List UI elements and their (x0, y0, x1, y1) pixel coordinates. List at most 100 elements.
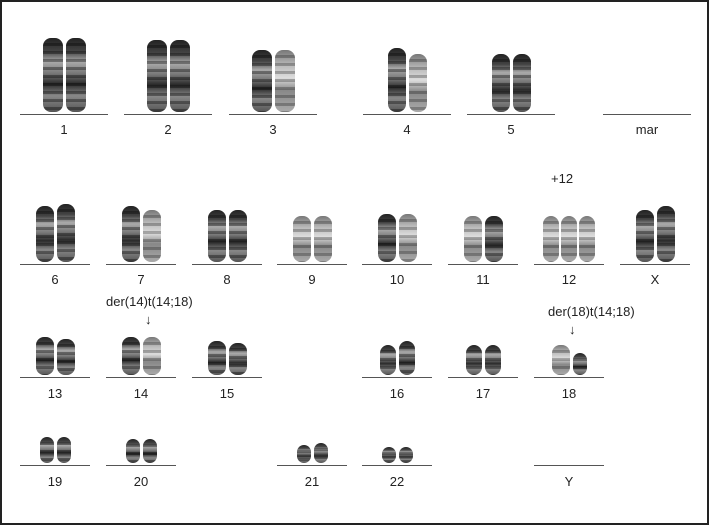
chromosome-pair-11-image (448, 216, 518, 262)
label-21: 21 (304, 474, 320, 489)
label-14: 14 (133, 386, 149, 401)
label-5: 5 (507, 122, 515, 137)
chromosome-pair-15-image (192, 341, 262, 375)
label-17: 17 (475, 386, 491, 401)
chromosome-20a (125, 439, 140, 463)
label-16: 16 (389, 386, 405, 401)
label-mar: mar (635, 122, 659, 137)
chromosome-pair-5-image (467, 54, 555, 112)
chromosome-10a (377, 214, 396, 262)
chromosome-16b (398, 341, 415, 375)
chromosome-pair-4-image (363, 48, 451, 112)
baseline-mar (603, 114, 691, 115)
chromosome-pair-16: 16 (362, 332, 432, 401)
label-13: 13 (47, 386, 63, 401)
baseline-19 (20, 465, 90, 466)
chromosome-pair-4: 4 (363, 30, 451, 137)
chromosome-pair-3: 3 (229, 30, 317, 137)
chromosome-Y-slot: Y (534, 432, 604, 489)
chromosome-8b (228, 210, 247, 262)
chromosome-pair-1: 1 (20, 30, 108, 137)
chromosome-pair-22-image (362, 447, 432, 463)
chromosome-6a (35, 206, 54, 262)
baseline-3 (229, 114, 317, 115)
baseline-7 (106, 264, 176, 265)
chromosome-19a (39, 437, 54, 463)
baseline-2 (124, 114, 212, 115)
chromosome-16a (379, 345, 396, 375)
der14-arrow-icon: ↓ (145, 312, 152, 327)
chromosome-pair-8-image (192, 210, 262, 262)
chromosome-2a (146, 40, 167, 112)
baseline-10 (362, 264, 432, 265)
label-11: 11 (476, 272, 490, 287)
chromosome-2b (169, 40, 190, 112)
chromosome-12b (561, 216, 577, 262)
chromosome-pair-2: 2 (124, 30, 212, 137)
chromosome-14a (121, 337, 140, 375)
baseline-16 (362, 377, 432, 378)
chromosome-pair-1-image (20, 38, 108, 112)
chromosome-pair-X-image (620, 206, 690, 262)
chromosome-4a (387, 48, 406, 112)
chromosome-pair-7: 7 (106, 202, 176, 287)
chromosome-pair-6: 6 (20, 202, 90, 287)
chromosome-18b-derivative (572, 353, 587, 375)
chromosome-11a (463, 216, 482, 262)
chromosome-7b (142, 210, 161, 262)
baseline-Y (534, 465, 604, 466)
der18-arrow-icon: ↓ (569, 322, 576, 337)
der18-annotation: der(18)t(14;18) (548, 304, 635, 319)
chromosome-pair-19-image (20, 437, 90, 463)
label-10: 10 (389, 272, 405, 287)
chromosome-18a (551, 345, 570, 375)
chromosome-5a (491, 54, 510, 112)
baseline-11 (448, 264, 518, 265)
label-18: 18 (561, 386, 577, 401)
baseline-X (620, 264, 690, 265)
chromosome-20b (142, 439, 157, 463)
baseline-14 (106, 377, 176, 378)
baseline-21 (277, 465, 347, 466)
chromosome-pair-19: 19 (20, 432, 90, 489)
chromosome-trio-12-image (534, 216, 604, 262)
chromosome-pair-3-image (229, 50, 317, 112)
chromosome-pair-13: 13 (20, 332, 90, 401)
marker-chromosome-slot: mar (603, 30, 691, 137)
chromosome-21a (296, 445, 311, 463)
baseline-22 (362, 465, 432, 466)
chromosome-pair-15: 15 (192, 332, 262, 401)
chromosome-pair-22: 22 (362, 432, 432, 489)
baseline-6 (20, 264, 90, 265)
chromosome-pair-18: 18 (534, 332, 604, 401)
chromosome-15a (207, 341, 226, 375)
chromosome-9b (313, 216, 332, 262)
chromosome-pair-5: 5 (467, 30, 555, 137)
chromosome-13b (56, 339, 75, 375)
chromosome-pair-16-image (362, 341, 432, 375)
chromosome-pair-17: 17 (448, 332, 518, 401)
label-3: 3 (269, 122, 277, 137)
chromosome-4b (408, 54, 427, 112)
chromosome-12c (579, 216, 595, 262)
der14-annotation: der(14)t(14;18) (106, 294, 193, 309)
label-12: 12 (561, 272, 577, 287)
chromosome-pair-20-image (106, 439, 176, 463)
chromosome-15b (228, 343, 247, 375)
chromosome-pair-13-image (20, 337, 90, 375)
chromosome-5b (512, 54, 531, 112)
chromosome-8a (207, 210, 226, 262)
chromosome-pair-10-image (362, 214, 432, 262)
chromosome-22a (381, 447, 396, 463)
chromosome-pair-9: 9 (277, 202, 347, 287)
chromosome-trio-12: 12 (534, 202, 604, 287)
chromosome-10b (398, 214, 417, 262)
chromosome-1a (42, 38, 63, 112)
chromosome-Xb (656, 206, 675, 262)
chromosome-12a (543, 216, 559, 262)
chromosome-1b (65, 38, 86, 112)
chromosome-pair-21: 21 (277, 432, 347, 489)
chromosome-pair-11: 11 (448, 202, 518, 287)
baseline-12 (534, 264, 604, 265)
